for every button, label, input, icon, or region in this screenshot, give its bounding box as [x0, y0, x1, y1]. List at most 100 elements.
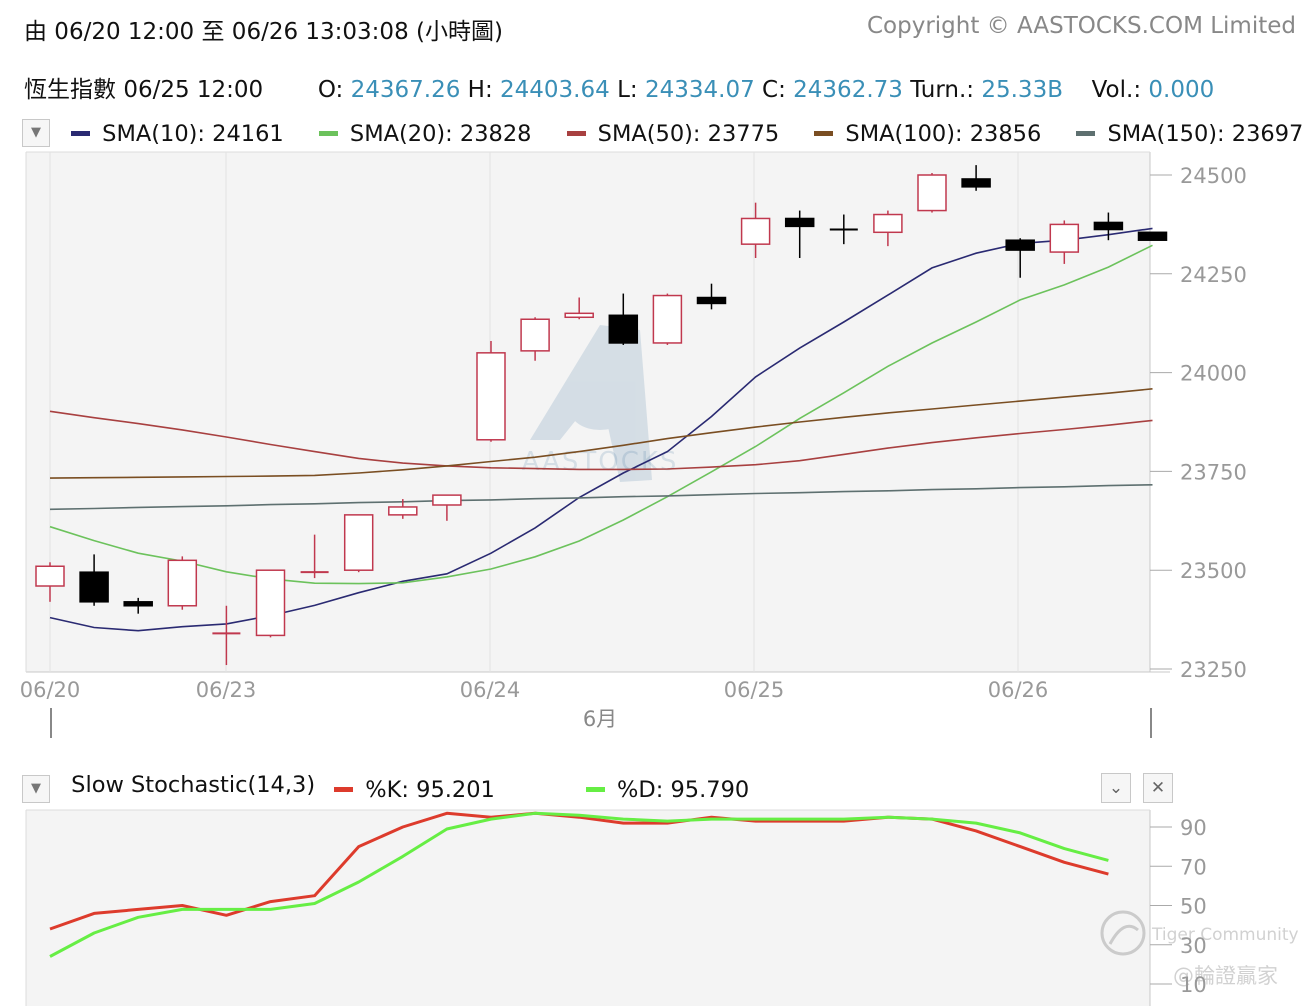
candle-body	[873, 213, 903, 234]
sma-lines	[49, 227, 1153, 632]
legend-sma150: SMA(150): 23697	[1076, 121, 1303, 147]
candle-body	[784, 217, 815, 228]
candle-body	[255, 569, 286, 637]
candle-body	[520, 318, 550, 352]
legend-swatch	[566, 131, 586, 136]
legend-label: SMA(100): 23856	[845, 120, 1042, 147]
x-tick-label: 06/25	[724, 678, 785, 702]
candle	[255, 569, 286, 638]
series-line-sma150	[49, 484, 1153, 511]
stoch-tick-label: 70	[1180, 855, 1207, 879]
candle-body	[740, 217, 771, 245]
index-name: 恆生指數	[24, 77, 116, 103]
candle	[873, 210, 903, 247]
candle-body	[1093, 221, 1124, 231]
x-tick-label: 06/20	[20, 678, 81, 702]
candle	[343, 514, 374, 573]
x-tick-label: 06/24	[460, 678, 521, 702]
x-tick-label: 06/23	[196, 678, 257, 702]
legend-swatch	[586, 787, 606, 792]
legend-sma50: SMA(50): 23775	[566, 120, 780, 147]
close-label: C:	[762, 77, 786, 103]
chart-range-title: 由 06/20 12:00 至 06/26 13:03:08 (小時圖)	[24, 19, 503, 45]
candle-body	[343, 514, 374, 571]
high-label: H:	[467, 77, 493, 103]
series-line-sma100	[49, 388, 1153, 479]
candle	[917, 173, 947, 213]
candle-body	[35, 565, 65, 587]
legend-swatch	[1076, 131, 1096, 136]
main-chart-dropdown-button[interactable]: ▼	[22, 118, 50, 147]
candle-body	[167, 559, 198, 607]
handle-watermark-text: @輪證贏家	[1173, 964, 1278, 988]
open-label: O:	[317, 77, 344, 103]
candle	[740, 202, 771, 258]
month-label: 6月	[583, 707, 617, 731]
legend-swatch	[71, 131, 91, 136]
candle-body	[1005, 239, 1035, 251]
quote-bar: 恆生指數 06/25 12:00 O: 24367.26 H: 24403.64…	[24, 70, 1214, 104]
candle	[79, 554, 109, 606]
candle	[432, 494, 462, 521]
legend-label: SMA(20): 23828	[349, 120, 532, 147]
series-line-sma10	[49, 227, 1153, 632]
low-value: 24334.07	[644, 77, 755, 103]
candle	[212, 605, 241, 666]
candle	[476, 340, 506, 442]
series-line-d_line	[49, 811, 1109, 958]
tiger-community-watermark: Tiger Community @輪證贏家	[1100, 910, 1299, 988]
candle-body	[564, 312, 594, 319]
series-line-sma20	[49, 244, 1153, 585]
stoch-tick-label: 30	[1180, 934, 1207, 958]
stochastic-legend: ▼ Slow Stochastic(14,3) %K: 95.201 %D: 9…	[22, 772, 777, 806]
high-value: 24403.64	[500, 77, 610, 103]
volume-label: Vol.:	[1091, 77, 1142, 103]
stoch-tick-label: 50	[1180, 895, 1207, 919]
candle	[35, 562, 65, 602]
candle-body	[608, 314, 639, 344]
sma-legend: ▼ SMA(10): 24161 SMA(20): 23828 SMA(50):…	[22, 116, 1303, 150]
stochastic-lines	[49, 811, 1109, 958]
candle-body	[961, 178, 991, 188]
tiger-logo-icon	[1100, 910, 1146, 956]
legend-swatch	[334, 787, 354, 792]
chevron-down-icon: ⌄	[1108, 778, 1124, 798]
legend-sma10: SMA(10): 24161	[71, 121, 284, 147]
candle-body	[1137, 231, 1168, 241]
stochastic-dropdown-button[interactable]: ▼	[22, 774, 50, 803]
candle-body	[917, 174, 947, 212]
series-line-sma50	[49, 410, 1153, 471]
y-tick-label: 24000	[1180, 362, 1247, 386]
candle-body	[388, 506, 418, 516]
candle	[300, 534, 329, 579]
collapse-panel-button[interactable]: ⌄	[1101, 773, 1131, 803]
candle	[829, 214, 858, 245]
main-y-ticks: 24500 24250 24000 23750 23500 23250	[1150, 164, 1247, 682]
turnover-value: 25.33B	[981, 77, 1063, 103]
close-value: 24362.73	[793, 77, 903, 103]
close-icon: ✕	[1150, 778, 1166, 798]
candle	[167, 556, 198, 610]
legend-swatch	[814, 131, 834, 136]
candles	[35, 165, 1168, 666]
stoch-y-ticks: 90 70 50 30 10	[1150, 816, 1207, 997]
legend-label: %K: 95.201	[365, 776, 495, 803]
candle	[123, 597, 153, 614]
close-panel-button[interactable]: ✕	[1143, 773, 1173, 803]
volume-value: 0.000	[1148, 77, 1215, 103]
candle-body	[696, 296, 727, 305]
y-tick-label: 23750	[1180, 460, 1247, 484]
legend-label: %D: 95.790	[617, 776, 750, 803]
legend-label: SMA(10): 24161	[102, 120, 284, 147]
candle-body	[123, 601, 153, 607]
tiger-community-text: Tiger Community	[1151, 925, 1299, 945]
stochastic-title: Slow Stochastic(14,3)	[71, 772, 316, 798]
aastocks-watermark-text: AASTOCKS	[522, 447, 679, 477]
candle	[388, 499, 418, 519]
legend-label: SMA(50): 23775	[597, 120, 780, 147]
legend-sma20: SMA(20): 23828	[318, 120, 532, 147]
candle	[1093, 212, 1124, 241]
legend-swatch	[318, 131, 338, 136]
candle-body	[1049, 223, 1080, 253]
